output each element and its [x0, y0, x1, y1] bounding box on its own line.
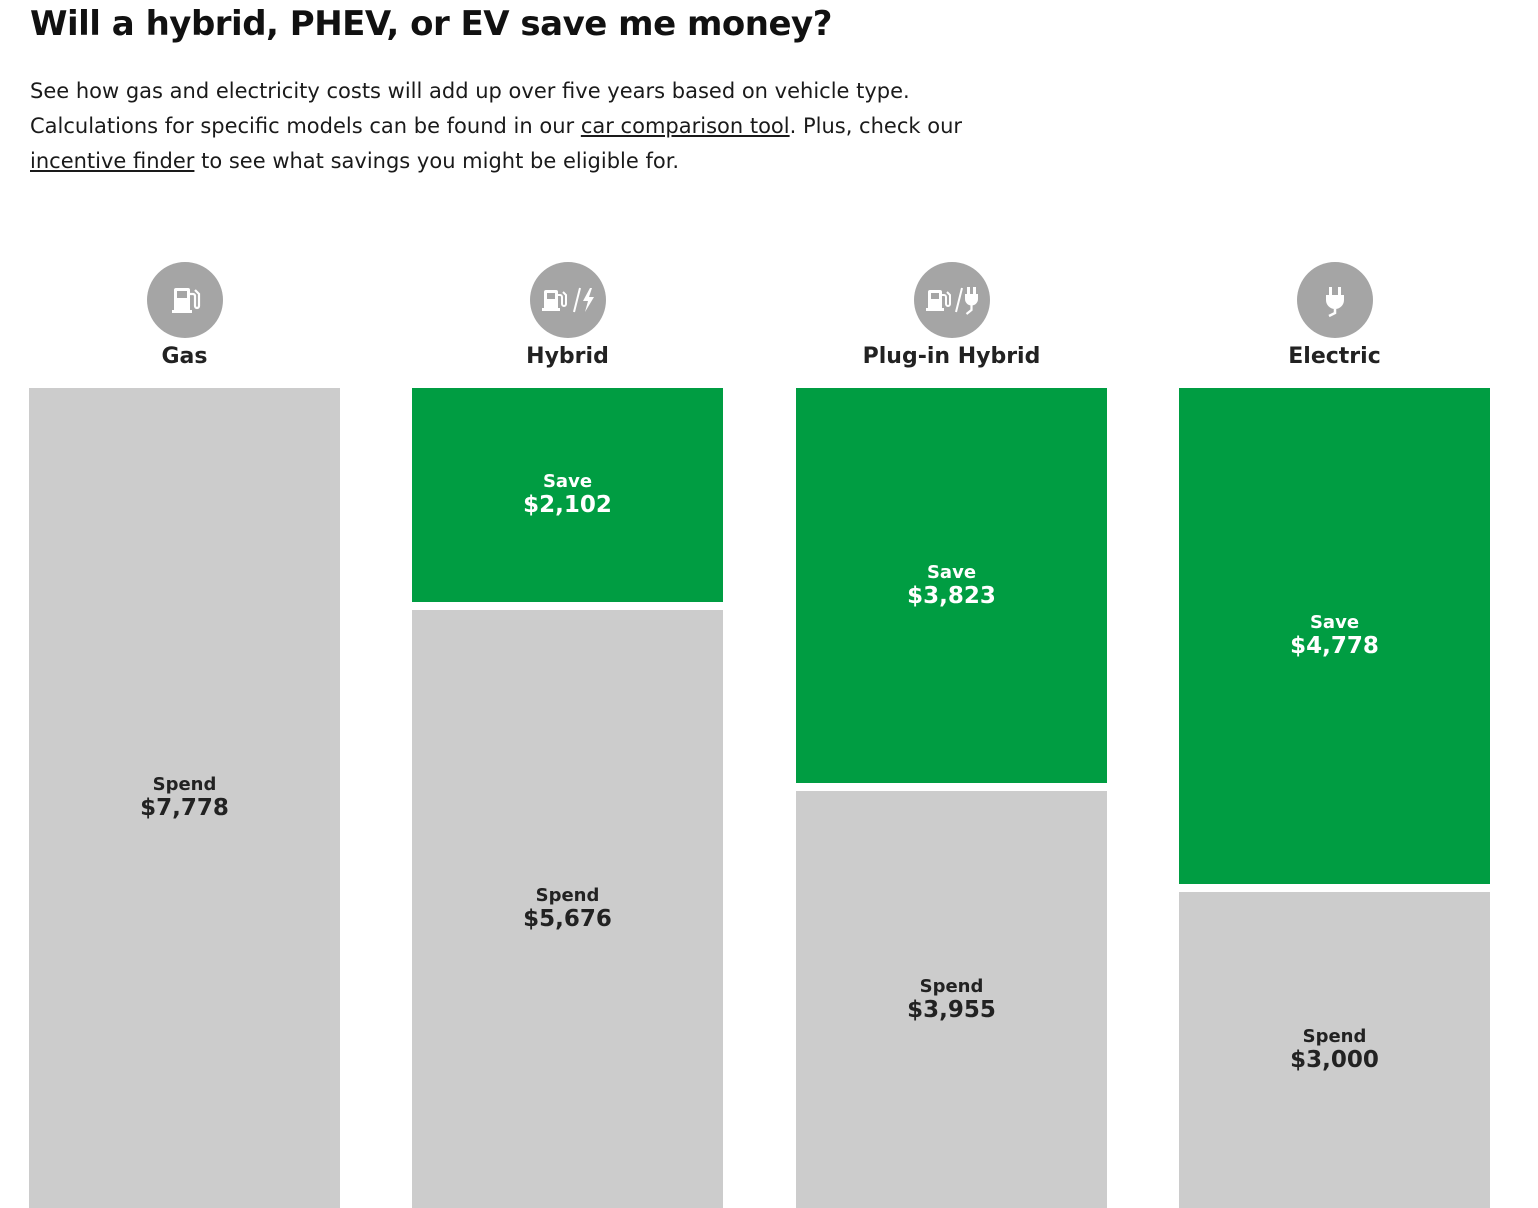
spend-block-label: Spend — [535, 884, 600, 906]
save-block-label: Save — [1309, 611, 1360, 633]
save-block-value: $3,823 — [907, 582, 996, 609]
category-label: Plug-in Hybrid — [862, 344, 1041, 369]
save-block-value: $2,102 — [523, 491, 612, 518]
spend-block: Spend $3,000 — [1179, 891, 1490, 1208]
column-hybrid: Hybrid Save $2,102 Spend $5,676 — [412, 262, 723, 1208]
save-block: Save $2,102 — [412, 388, 723, 602]
save-block: Save $4,778 — [1179, 388, 1490, 884]
gas-pump-plug-icon — [914, 262, 990, 338]
intro-text: See how gas and electricity costs will a… — [30, 74, 1030, 179]
car-comparison-link[interactable]: car comparison tool — [580, 114, 790, 138]
column-gas: Gas Spend $7,778 — [29, 262, 340, 1208]
plug-icon — [1297, 262, 1373, 338]
spend-block: Spend $7,778 — [29, 388, 340, 1208]
spend-block-value: $3,955 — [907, 996, 996, 1023]
spend-block-label: Spend — [919, 975, 984, 997]
save-block-value: $4,778 — [1290, 632, 1379, 659]
spend-block-label: Spend — [152, 774, 217, 795]
category-label: Gas — [161, 344, 208, 369]
spend-block: Spend $3,955 — [796, 791, 1107, 1208]
column-electric: Electric Save $4,778 Spend $3,000 — [1179, 262, 1490, 1208]
gas-pump-lightning-icon — [530, 262, 606, 338]
spend-block: Spend $5,676 — [412, 609, 723, 1208]
column-plug-in-hybrid: Plug-in Hybrid Save $3,823 Spend $3,955 — [796, 262, 1107, 1208]
spend-block-value: $3,000 — [1290, 1046, 1379, 1073]
save-block-label: Save — [926, 561, 977, 583]
save-block: Save $3,823 — [796, 388, 1107, 784]
spend-block-label: Spend — [1302, 1025, 1367, 1047]
intro-text-part-1: See how gas and electricity costs will a… — [30, 79, 910, 138]
page-title: Will a hybrid, PHEV, or EV save me money… — [30, 4, 832, 44]
intro-text-part-2: . Plus, check our — [789, 114, 963, 138]
category-label: Hybrid — [526, 344, 609, 369]
save-block-label: Save — [542, 470, 593, 492]
spend-block-value: $5,676 — [523, 905, 612, 932]
intro-text-part-3: to see what savings you might be eligibl… — [194, 149, 680, 173]
incentive-finder-link[interactable]: incentive finder — [30, 149, 195, 173]
category-label: Electric — [1288, 344, 1381, 369]
gas-pump-icon — [147, 262, 223, 338]
spend-block-value: $7,778 — [140, 795, 229, 821]
